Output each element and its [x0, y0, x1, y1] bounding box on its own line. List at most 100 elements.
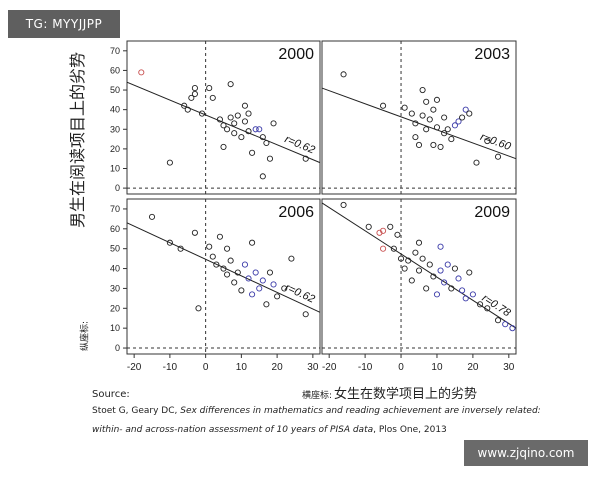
- panel-2009-point: [387, 223, 394, 230]
- panel-2000-y-tick-label: 20: [110, 144, 120, 154]
- panel-2000-point: [191, 90, 198, 98]
- panel-2009-point: [408, 277, 415, 284]
- panel-2000-point: [241, 102, 248, 109]
- panel-2006-point: [263, 301, 270, 308]
- panel-2006-point: [266, 269, 274, 276]
- panel-2009-frame: [321, 198, 517, 355]
- panel-2006-frame: [126, 198, 321, 355]
- panel-2006-point: [281, 285, 288, 292]
- panel-2000-y-tick-label: 0: [115, 183, 120, 193]
- panel-2000-point: [166, 159, 173, 166]
- panel-2000-point: [188, 94, 195, 101]
- panel-2006-y-tick-label: 60: [110, 224, 120, 234]
- panel-2006-y-tick-label: 0: [115, 343, 120, 353]
- panel-2003-point: [408, 110, 415, 117]
- panel-2003-point: [437, 143, 444, 150]
- panel-2006-point: [274, 293, 281, 300]
- panel-2003-point: [466, 110, 473, 117]
- panel-2003-point: [430, 141, 437, 149]
- panel-2006-trend-line: [126, 222, 321, 313]
- panel-2006-point: [191, 229, 198, 236]
- panel-2003-point: [484, 137, 491, 145]
- panel-2000-point: [184, 106, 191, 113]
- panel-2006-point: [195, 305, 202, 312]
- panel-2000-point: [238, 134, 245, 141]
- panel-2009-point: [477, 301, 484, 308]
- panel-2009-point: [466, 269, 473, 276]
- panel-2000-point: [263, 139, 270, 147]
- panel-2000-y-tick-label: 50: [110, 85, 120, 95]
- panel-2006-point: [213, 261, 220, 268]
- panel-2009-point: [509, 325, 516, 332]
- panel-2009-point: [401, 265, 408, 272]
- panel-2006-y-tick-label: 30: [110, 283, 120, 293]
- panel-2003-point: [380, 102, 387, 109]
- citation-title-1: Sex differences in mathematics and readi…: [180, 406, 541, 416]
- panel-2006-point: [224, 245, 231, 252]
- panel-2009-point: [437, 243, 444, 250]
- citation-title-2: within- and across-nation assessment of …: [92, 425, 374, 435]
- panel-2009-point: [430, 273, 437, 280]
- panel-2009-point: [380, 227, 387, 234]
- panel-2000-point: [241, 118, 248, 125]
- panel-2009-point: [455, 275, 462, 282]
- panel-2009-point: [412, 249, 419, 256]
- panel-2006-point: [216, 233, 223, 240]
- panel-2000-point: [259, 173, 266, 180]
- panel-2009-point: [459, 287, 466, 294]
- panel-2000-point: [249, 149, 256, 156]
- panel-2006-point: [245, 275, 252, 282]
- panel-2003-point: [412, 134, 419, 141]
- panel-2009-point: [484, 305, 491, 312]
- panel-2003-point: [419, 86, 426, 94]
- panel-2009-point: [397, 255, 405, 262]
- panel-2003-point: [433, 124, 441, 131]
- panel-2003-point: [430, 106, 437, 113]
- panel-2003-point: [412, 120, 419, 127]
- panel-2003-point: [441, 114, 448, 121]
- panel-2009-point: [469, 291, 476, 298]
- panel-2000-point: [256, 126, 263, 133]
- panel-2006-x-tick-label: 10: [236, 362, 248, 373]
- panel-2006-point: [288, 255, 295, 262]
- panel-2003-year-label: 2003: [474, 46, 510, 63]
- panel-2003-point: [459, 114, 466, 121]
- panel-2006-point: [249, 239, 256, 246]
- panel-2000-year-label: 2000: [278, 46, 314, 63]
- panel-2003-r-label: r=0.60: [479, 131, 514, 153]
- panel-2003-point: [419, 112, 426, 119]
- panel-2006-point: [241, 261, 248, 268]
- panel-2006-y-tick-label: 40: [110, 264, 120, 274]
- panel-2009-x-tick-label: -10: [358, 362, 373, 373]
- panel-2006-x-tick-label: 0: [203, 362, 209, 373]
- panel-2000-point: [245, 128, 252, 135]
- panel-2006-x-tick-label: -10: [163, 362, 178, 373]
- citation-journal: , Plos One, 2013: [373, 425, 447, 435]
- panel-2006-point: [224, 271, 231, 278]
- panel-2009-x-tick-label: 10: [431, 362, 443, 373]
- panel-2006-point: [209, 253, 216, 260]
- y-axis-label-prefix: 纵座标:: [80, 320, 91, 352]
- panel-2000-point: [252, 126, 259, 133]
- x-axis-label-prefix: 横座标:: [302, 391, 333, 401]
- panel-2000-point: [259, 134, 266, 141]
- panel-2003-frame: [321, 40, 517, 195]
- panel-2003-point: [448, 136, 455, 143]
- panel-2006-point: [177, 245, 184, 252]
- panel-2006-y-tick-label: 50: [110, 244, 120, 254]
- citation-authors: Stoet G, Geary DC,: [92, 406, 181, 416]
- panel-2000-point: [245, 110, 252, 117]
- panel-2006-point: [231, 279, 238, 286]
- panel-2003-point: [441, 130, 448, 137]
- panel-2009-point: [502, 321, 509, 328]
- panel-2006-point: [227, 257, 234, 264]
- panel-2000-y-tick-label: 40: [110, 105, 120, 115]
- panel-2003-trend-line: [321, 87, 517, 160]
- panel-2006-point: [238, 287, 245, 294]
- watermark-top: TG: MYYJJPP: [8, 10, 120, 38]
- panel-2003-point: [451, 122, 458, 129]
- panel-2009-point: [423, 285, 430, 292]
- watermark-bottom: www.zjqino.com: [464, 440, 588, 466]
- panel-2006-point: [166, 239, 173, 246]
- x-axis-label: 横座标: 女生在数学项目上的劣势: [302, 383, 477, 402]
